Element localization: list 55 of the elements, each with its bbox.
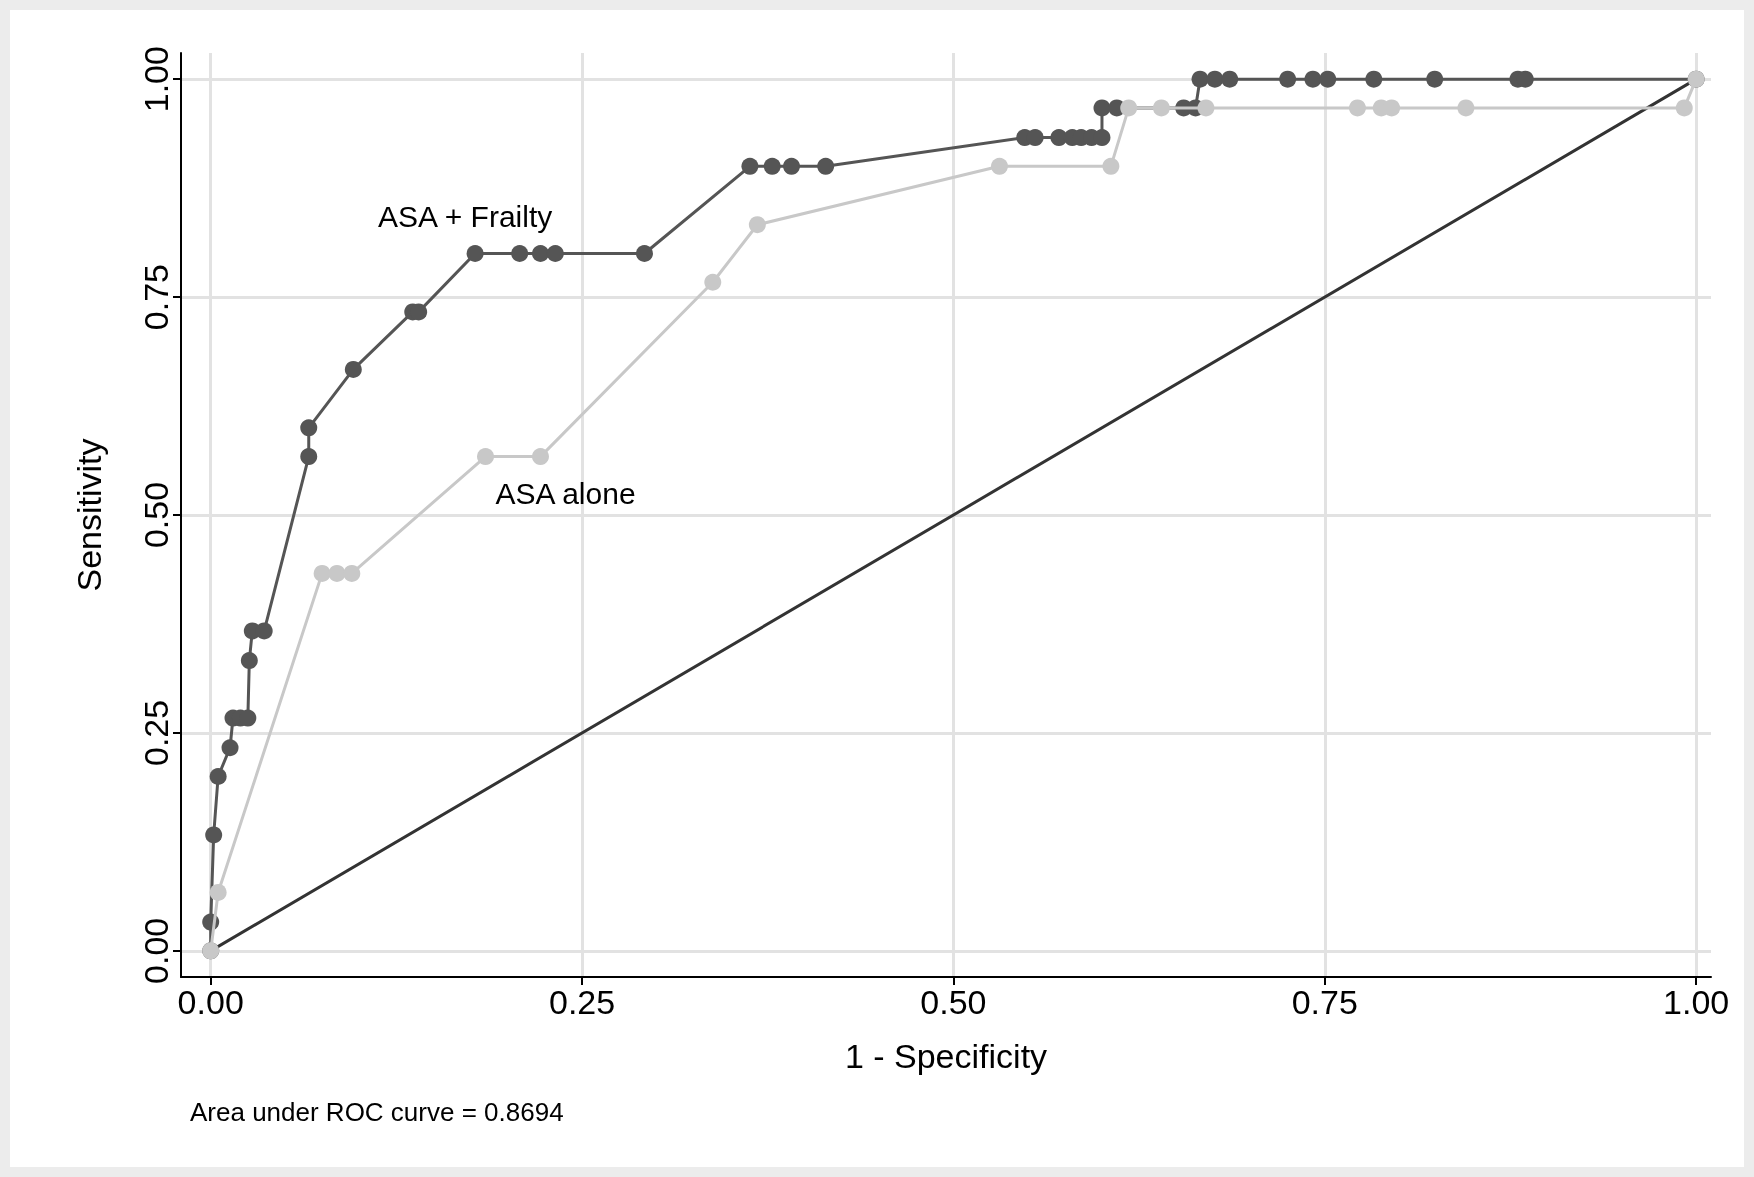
point: [1206, 70, 1224, 88]
point: [300, 448, 318, 466]
y-tick-label: 0.75: [137, 263, 175, 331]
point: [1221, 70, 1239, 88]
point: [205, 826, 223, 844]
point: [1197, 99, 1215, 117]
point: [817, 157, 835, 175]
x-axis-title: 1 - Specificity: [844, 1037, 1048, 1075]
point: [477, 448, 495, 466]
point: [741, 157, 759, 175]
point: [1365, 70, 1383, 88]
text: Area under ROC curve = 0.8694: [190, 1097, 564, 1128]
point: [1152, 99, 1170, 117]
point: [1675, 99, 1693, 117]
x-tick-label: 0.75: [1291, 983, 1358, 1021]
point: [1457, 99, 1475, 117]
point: [748, 216, 766, 234]
point: [209, 883, 227, 901]
point: [990, 157, 1008, 175]
point: [763, 157, 781, 175]
x-tick-label: 0.50: [920, 983, 987, 1021]
point: [1102, 157, 1120, 175]
point: [1093, 99, 1111, 117]
x-tick-label: 0.25: [548, 983, 616, 1021]
point: [1319, 70, 1337, 88]
point: [1120, 99, 1138, 117]
point: [635, 244, 653, 262]
point: [209, 768, 227, 785]
x-tick-label: 0.00: [177, 983, 244, 1021]
y-tick-label: 1.00: [137, 46, 175, 113]
point: [300, 419, 318, 437]
point: [313, 564, 331, 582]
point: [240, 652, 258, 670]
series-label: ASA + Frailty: [378, 200, 553, 234]
point: [704, 273, 722, 291]
point: [344, 360, 362, 378]
point: [1191, 70, 1209, 88]
point: [783, 157, 801, 175]
point: [1279, 70, 1297, 88]
x-tick-label: 1.00: [1663, 983, 1730, 1021]
point: [466, 244, 484, 262]
series-label: ASA alone: [495, 476, 636, 510]
point: [531, 448, 549, 466]
point: [531, 244, 549, 262]
y-tick-label: 0.50: [137, 481, 175, 549]
point: [1304, 70, 1322, 88]
point: [511, 244, 529, 262]
point: [343, 564, 361, 582]
point: [1426, 70, 1444, 88]
y-axis-title: Sensitivity: [70, 438, 108, 592]
y-tick-label: 0.25: [137, 699, 175, 767]
point: [546, 244, 564, 262]
point: [221, 739, 239, 757]
point: [1348, 99, 1366, 117]
point: [328, 564, 346, 582]
